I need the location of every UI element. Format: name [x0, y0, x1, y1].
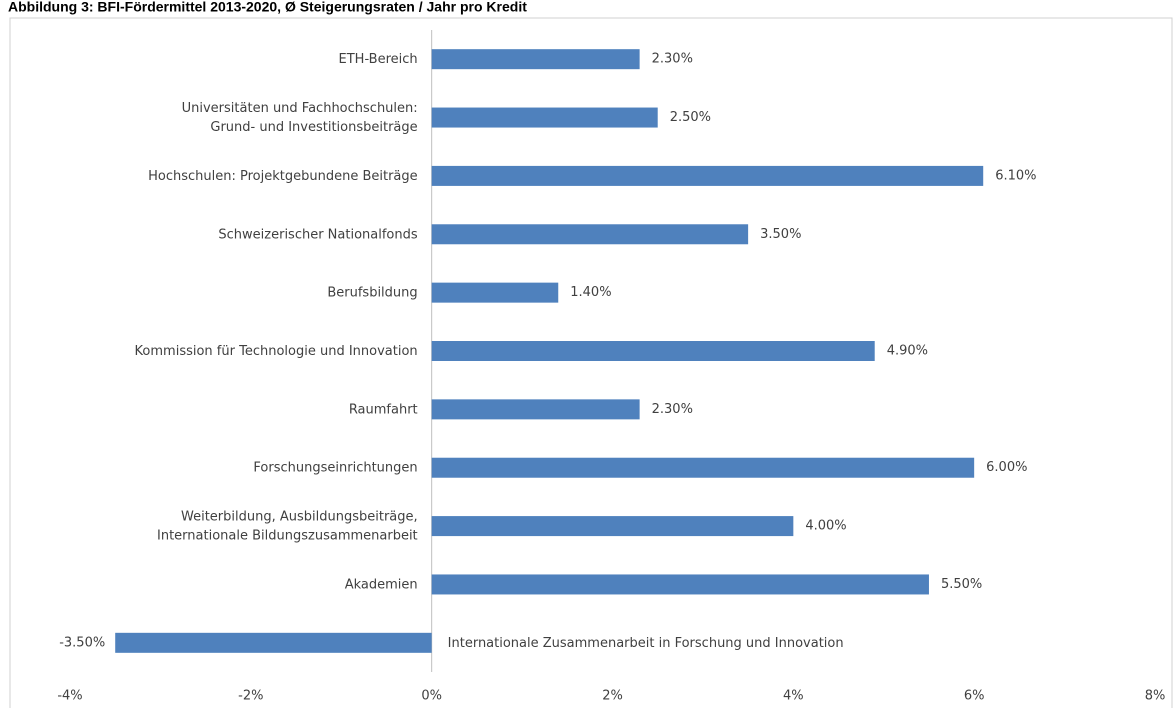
category-label: Weiterbildung, Ausbildungsbeiträge, Inter… — [157, 509, 418, 543]
x-tick-label: 2% — [602, 689, 623, 704]
value-label: 2.30% — [652, 402, 693, 417]
value-label: 1.40% — [570, 285, 611, 300]
category-label-line: Berufsbildung — [327, 285, 417, 300]
value-label: 5.50% — [941, 577, 982, 592]
bar — [431, 516, 794, 537]
category-label: Raumfahrt — [349, 402, 418, 417]
category-label: Universitäten und Fachhochschulen: Grund-… — [182, 101, 418, 135]
category-label-line: Akademien — [345, 577, 418, 592]
category-label: Forschungseinrichtungen — [253, 460, 417, 475]
category-label-line: ETH-Bereich — [339, 52, 418, 67]
x-tick-label: 0% — [421, 689, 442, 704]
category-label-line: Grund- und Investitionsbeiträge — [210, 120, 417, 135]
x-tick-label: -4% — [57, 689, 82, 704]
value-label: 4.90% — [887, 344, 928, 359]
bar — [431, 107, 658, 128]
category-label-line: Weiterbildung, Ausbildungsbeiträge, — [181, 509, 418, 524]
bar — [431, 165, 984, 186]
value-label: 2.30% — [652, 52, 693, 67]
category-label: Kommission für Technologie und Innovatio… — [135, 344, 418, 359]
category-label: Schweizerischer Nationalfonds — [218, 227, 417, 242]
x-tick-label: -2% — [238, 689, 263, 704]
bar — [431, 341, 875, 361]
x-tick-label: 8% — [1145, 689, 1166, 704]
value-label: 6.10% — [995, 168, 1036, 183]
category-label-line: Internationale Zusammenarbeit in Forschu… — [448, 635, 844, 650]
x-tick-label: 4% — [783, 689, 804, 704]
category-label: Internationale Zusammenarbeit in Forschu… — [448, 635, 844, 650]
bar — [431, 457, 975, 478]
category-label-line: Forschungseinrichtungen — [253, 460, 417, 475]
category-label-line: Internationale Bildungszusammenarbeit — [157, 528, 418, 543]
chart-frame — [9, 17, 1173, 708]
category-label-line: Raumfahrt — [349, 402, 418, 417]
value-label: -3.50% — [59, 635, 105, 650]
value-label: 3.50% — [760, 227, 801, 242]
category-label: Akademien — [345, 577, 418, 592]
value-label: 2.50% — [670, 110, 711, 125]
category-label-line: Universitäten und Fachhochschulen: — [182, 101, 418, 116]
bar — [431, 399, 640, 420]
bar — [115, 632, 432, 653]
bar — [431, 49, 640, 70]
bar — [431, 282, 559, 303]
value-label: 4.00% — [805, 519, 846, 534]
category-label-line: Hochschulen: Projektgebundene Beiträge — [148, 168, 418, 183]
x-tick-label: 6% — [964, 689, 985, 704]
category-label-line: Schweizerischer Nationalfonds — [218, 227, 417, 242]
bar — [431, 574, 929, 595]
category-label: ETH-Bereich — [339, 52, 418, 67]
category-label-line: Kommission für Technologie und Innovatio… — [135, 344, 418, 359]
category-label: Berufsbildung — [327, 285, 417, 300]
bar — [431, 224, 749, 245]
value-label: 6.00% — [986, 460, 1027, 475]
chart-title: Abbildung 3: BFI-Fördermittel 2013-2020,… — [8, 0, 527, 15]
category-label: Hochschulen: Projektgebundene Beiträge — [148, 168, 418, 183]
